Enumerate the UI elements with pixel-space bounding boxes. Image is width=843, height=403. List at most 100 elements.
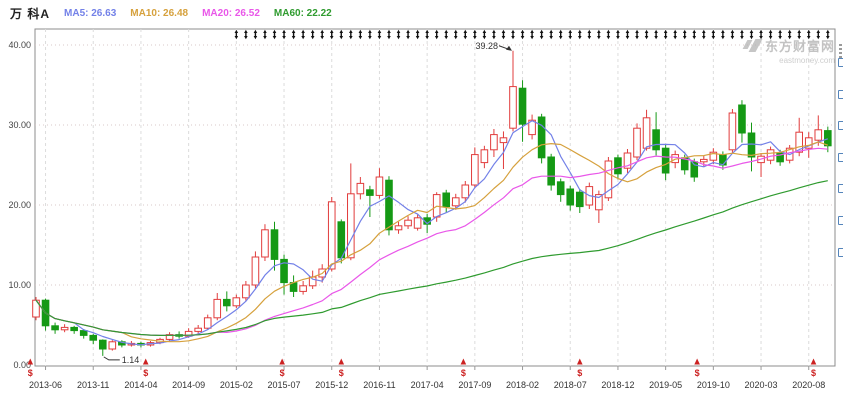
event-marker-icon[interactable]: [368, 29, 372, 40]
candle-2014-07[interactable]: [165, 332, 174, 341]
side-tool-button[interactable]: [838, 89, 843, 99]
event-marker-icon[interactable]: [349, 29, 353, 40]
candle-2016-09[interactable]: [356, 177, 365, 200]
event-marker-icon[interactable]: [272, 29, 277, 40]
side-tool-button[interactable]: [838, 216, 843, 225]
event-marker-icon[interactable]: [263, 29, 267, 40]
event-marker-icon[interactable]: [396, 29, 401, 40]
event-marker-icon[interactable]: [644, 29, 649, 40]
side-tool-button[interactable]: [838, 121, 843, 131]
event-marker-icon[interactable]: [673, 29, 677, 40]
candle-2015-12[interactable]: [327, 197, 336, 272]
event-marker-icon[interactable]: [711, 29, 716, 40]
dividend-marker-icon[interactable]: $: [142, 358, 149, 379]
event-marker-icon[interactable]: [282, 29, 286, 40]
candle-2015-05[interactable]: [261, 224, 269, 261]
event-marker-icon[interactable]: [501, 29, 506, 40]
event-marker-icon[interactable]: [826, 29, 830, 40]
candle-2015-09[interactable]: [299, 281, 307, 295]
candle-2018-10[interactable]: [595, 190, 603, 223]
candle-2020-02[interactable]: [747, 122, 756, 172]
event-marker-icon[interactable]: [797, 29, 801, 40]
candle-2019-05[interactable]: [661, 145, 670, 181]
event-marker-icon[interactable]: [568, 29, 573, 40]
candle-2018-11[interactable]: [604, 157, 613, 201]
event-marker-icon[interactable]: [244, 29, 248, 40]
candle-2017-10[interactable]: [480, 145, 489, 169]
event-marker-icon[interactable]: [587, 29, 592, 40]
candle-2020-03[interactable]: [757, 153, 765, 177]
event-marker-icon[interactable]: [482, 29, 487, 40]
dividend-marker-icon[interactable]: $: [810, 358, 817, 379]
event-marker-icon[interactable]: [606, 29, 611, 40]
candle-2018-12[interactable]: [614, 154, 622, 180]
event-marker-icon[interactable]: [310, 29, 315, 40]
event-marker-icon[interactable]: [234, 29, 239, 40]
candle-2017-11[interactable]: [490, 129, 498, 157]
candle-2018-04[interactable]: [537, 113, 546, 164]
candle-2014-12[interactable]: [213, 293, 222, 321]
dividend-marker-icon[interactable]: $: [27, 358, 34, 379]
candle-2020-01[interactable]: [738, 100, 746, 143]
candle-2013-11[interactable]: [89, 333, 98, 345]
event-marker-icon[interactable]: [816, 29, 821, 40]
event-marker-icon[interactable]: [663, 29, 668, 40]
event-marker-icon[interactable]: [453, 29, 458, 40]
event-marker-icon[interactable]: [616, 29, 620, 40]
event-marker-icon[interactable]: [787, 29, 792, 40]
candle-2020-09[interactable]: [814, 115, 823, 146]
candle-2017-01[interactable]: [394, 221, 403, 234]
candle-2013-08[interactable]: [60, 324, 69, 333]
candle-2018-08[interactable]: [575, 189, 584, 213]
candle-2016-08[interactable]: [347, 163, 355, 261]
event-marker-icon[interactable]: [387, 29, 391, 40]
dividend-marker-icon[interactable]: $: [338, 358, 345, 379]
candle-2017-07[interactable]: [451, 193, 460, 210]
dividend-marker-icon[interactable]: $: [279, 358, 285, 379]
event-marker-icon[interactable]: [253, 29, 258, 40]
event-marker-icon[interactable]: [434, 29, 439, 40]
candle-2014-11[interactable]: [203, 314, 212, 330]
candle-2015-08[interactable]: [289, 275, 298, 297]
dividend-marker-icon[interactable]: $: [694, 358, 700, 379]
candle-2016-12[interactable]: [385, 176, 393, 236]
candle-2019-03[interactable]: [642, 109, 651, 151]
candle-2015-04[interactable]: [251, 251, 260, 289]
side-tool-button[interactable]: [838, 152, 843, 162]
candle-2017-06[interactable]: [442, 189, 451, 213]
candle-2018-01[interactable]: [509, 50, 517, 132]
candle-2018-07[interactable]: [566, 185, 575, 211]
event-marker-icon[interactable]: [511, 29, 515, 40]
event-marker-icon[interactable]: [635, 29, 639, 40]
event-marker-icon[interactable]: [301, 29, 305, 40]
event-marker-icon[interactable]: [492, 29, 496, 40]
candle-2018-03[interactable]: [528, 114, 536, 140]
candle-2019-10[interactable]: [709, 148, 718, 165]
candle-2014-01[interactable]: [108, 340, 117, 351]
dividend-marker-icon[interactable]: $: [576, 358, 583, 379]
candle-2019-01[interactable]: [623, 149, 632, 173]
event-marker-icon[interactable]: [682, 29, 687, 40]
event-marker-icon[interactable]: [463, 29, 468, 40]
event-marker-icon[interactable]: [654, 29, 658, 40]
candle-2017-09[interactable]: [471, 147, 479, 189]
event-marker-icon[interactable]: [702, 29, 706, 40]
event-marker-icon[interactable]: [625, 29, 630, 40]
candle-2018-06[interactable]: [556, 178, 565, 202]
event-marker-icon[interactable]: [597, 29, 601, 40]
candle-2015-01[interactable]: [223, 291, 231, 312]
event-marker-icon[interactable]: [377, 29, 382, 40]
candle-2016-11[interactable]: [375, 168, 384, 199]
event-marker-icon[interactable]: [473, 29, 477, 40]
candle-2018-02[interactable]: [518, 80, 527, 142]
candle-2019-08[interactable]: [690, 158, 699, 182]
event-marker-icon[interactable]: [558, 29, 563, 40]
event-marker-icon[interactable]: [768, 29, 773, 40]
candle-2015-07[interactable]: [280, 254, 288, 295]
side-tool-button[interactable]: [838, 58, 843, 67]
candle-2017-02[interactable]: [404, 216, 412, 229]
side-tool-button[interactable]: [838, 184, 843, 194]
candle-2017-03[interactable]: [413, 214, 422, 231]
event-marker-icon[interactable]: [425, 29, 429, 40]
